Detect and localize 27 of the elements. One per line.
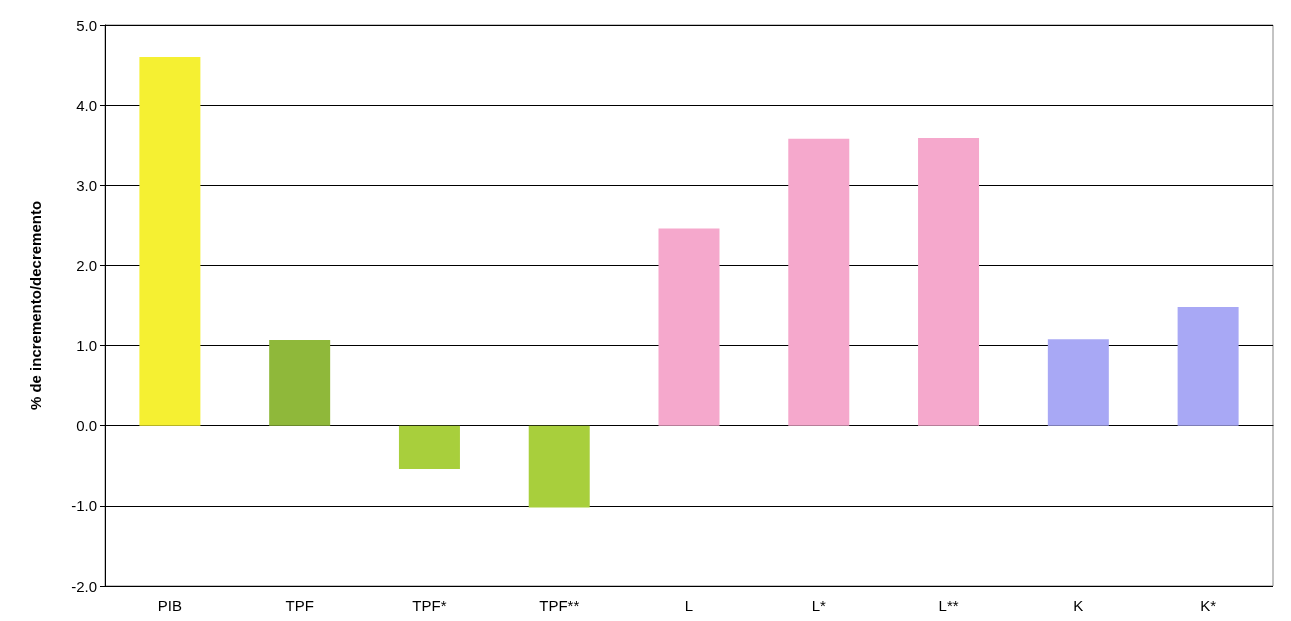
bar	[788, 138, 850, 426]
y-tick-label: 2.0	[76, 256, 97, 274]
bar	[398, 425, 460, 469]
bar	[269, 339, 331, 426]
x-tick-label: K*	[1200, 597, 1217, 614]
x-tick-label: K	[1073, 597, 1084, 614]
x-tick-label: TPF*	[412, 597, 447, 614]
y-tick-label: 5.0	[76, 16, 97, 34]
y-tick-label: 1.0	[76, 337, 97, 355]
y-tick-label: 3.0	[76, 176, 97, 194]
x-tick-label: TPF**	[539, 597, 580, 614]
y-tick-label: 0.0	[76, 417, 97, 435]
bar	[1047, 339, 1109, 426]
y-axis-title: % de incremento/decremento	[27, 200, 44, 411]
x-tick-label: L*	[811, 597, 827, 614]
y-tick-label: -2.0	[71, 577, 97, 595]
x-tick-label: L**	[938, 597, 959, 614]
bar	[139, 57, 201, 426]
bar	[658, 228, 720, 426]
bar	[1177, 307, 1239, 426]
y-tick-label: 4.0	[76, 96, 97, 114]
bar	[918, 138, 980, 426]
y-tick-label: -1.0	[71, 497, 97, 515]
x-tick-label: PIB	[157, 597, 182, 614]
x-tick-label: L	[684, 597, 694, 614]
bar	[528, 425, 590, 508]
x-tick-label: TPF	[285, 597, 314, 614]
